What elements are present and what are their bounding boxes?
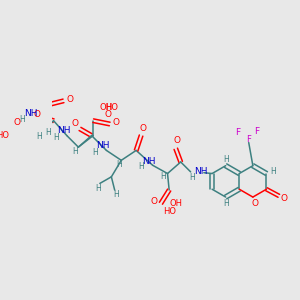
Text: HO: HO [105,103,118,112]
Text: H: H [270,167,276,176]
Text: O: O [139,124,146,134]
Text: O: O [14,118,21,127]
Text: OH: OH [100,103,113,112]
Text: H: H [19,116,25,124]
Text: O: O [280,194,287,203]
Text: NH: NH [58,126,71,135]
Text: O: O [67,95,73,104]
Text: F: F [246,135,251,144]
Text: O: O [174,136,181,145]
Text: H: H [92,148,98,157]
Text: O: O [113,118,120,127]
Text: HO: HO [163,207,176,216]
Text: H: H [95,184,101,193]
Text: HO: HO [0,131,9,140]
Text: H: H [116,160,122,169]
Text: NH: NH [24,109,37,118]
Text: H: H [113,190,119,200]
Text: H: H [223,154,229,164]
Text: H: H [36,132,42,141]
Text: H: H [53,133,59,142]
Text: O: O [251,199,258,208]
Text: NH: NH [194,167,207,176]
Text: NH: NH [142,157,156,166]
Text: H: H [189,173,195,182]
Text: NH: NH [96,141,110,150]
Text: H: H [160,172,166,181]
Text: F: F [236,128,241,137]
Text: O: O [151,197,158,206]
Text: H: H [223,199,229,208]
Text: F: F [254,127,260,136]
Text: O: O [105,110,112,118]
Text: H: H [138,162,144,171]
Text: O: O [34,110,40,118]
Text: O: O [71,119,79,128]
Text: OH: OH [169,199,182,208]
Text: H: H [72,147,78,156]
Text: H: H [46,128,52,137]
